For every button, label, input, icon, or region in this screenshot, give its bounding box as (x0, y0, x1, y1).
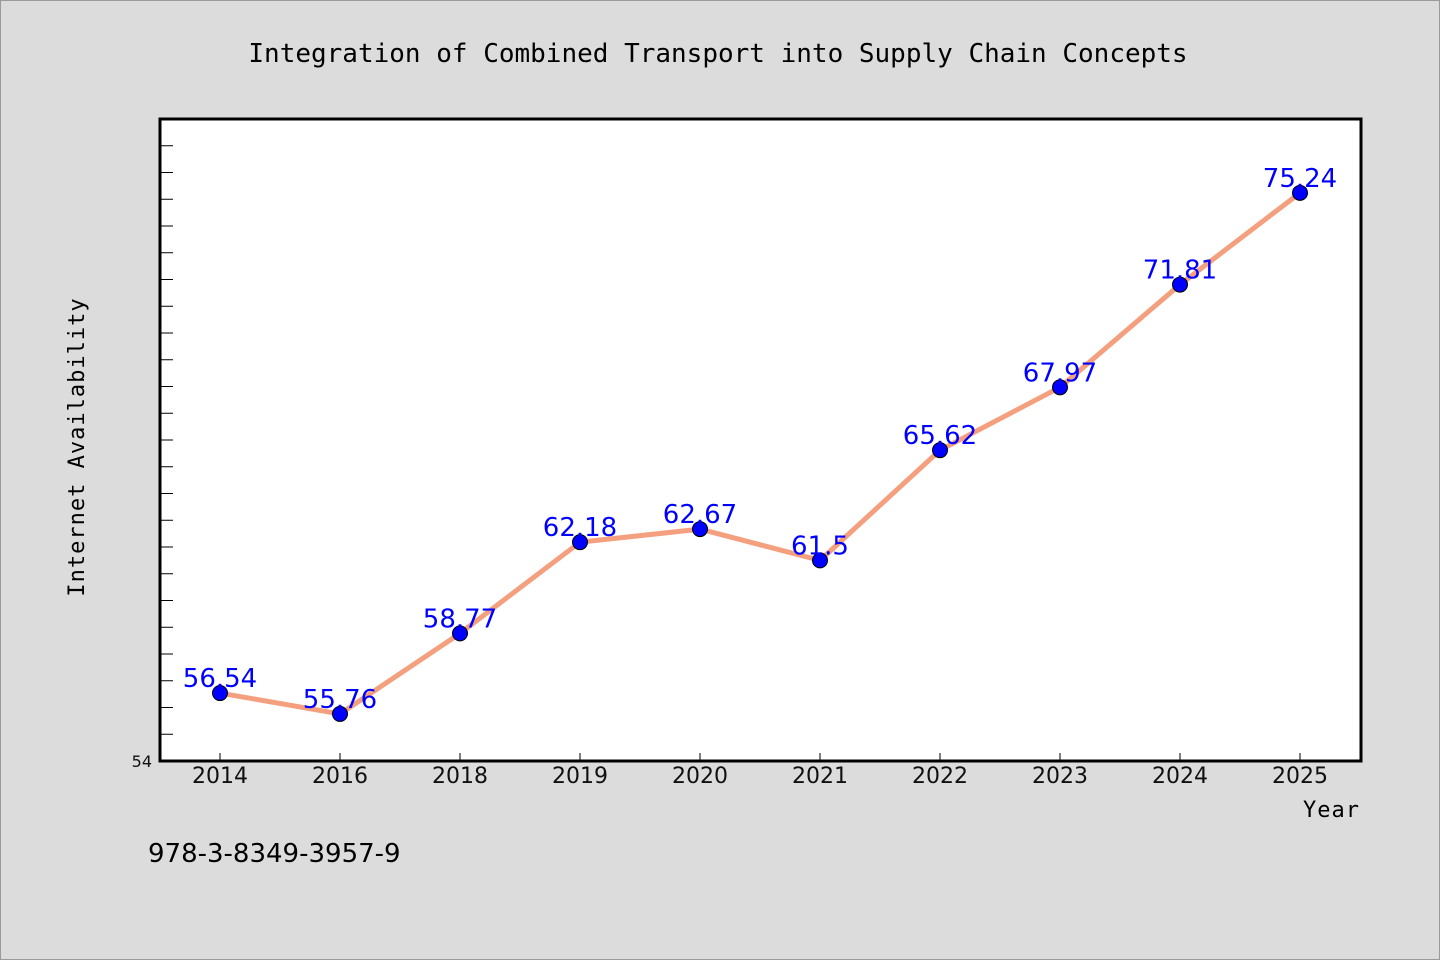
data-label: 75.24 (1263, 164, 1337, 194)
chart-title: Integration of Combined Transport into S… (248, 39, 1187, 69)
data-point (1172, 276, 1188, 293)
x-tick-label: 2020 (672, 764, 728, 789)
x-tick-label: 2021 (792, 764, 848, 789)
data-label: 58.77 (423, 604, 497, 634)
x-tick-label: 2018 (432, 764, 488, 789)
data-label: 55.76 (303, 685, 377, 715)
y-axis-ticks: 54 (132, 145, 173, 771)
y-tick-label: 54 (132, 752, 152, 771)
data-label: 65.62 (903, 421, 977, 451)
data-point (452, 625, 468, 642)
data-point (812, 552, 828, 569)
x-tick-label: 2016 (312, 764, 368, 789)
data-point (1052, 379, 1068, 396)
data-point (1292, 184, 1308, 201)
series-group (212, 184, 1308, 722)
series-line (217, 190, 1303, 717)
plot-area (158, 117, 1363, 763)
data-point (212, 685, 228, 702)
data-labels: 56.54 55.76 58.77 62.18 62.67 61.5 65.62 67.97 7… (183, 164, 1337, 715)
data-point (572, 534, 588, 551)
data-label: 56.54 (183, 664, 257, 694)
x-axis-label: Year (1303, 798, 1360, 823)
data-point (692, 521, 708, 538)
data-point (332, 705, 348, 722)
footer-isbn: 978-3-8349-3957-9 (148, 839, 401, 869)
x-tick-label: 2019 (552, 764, 608, 789)
data-label: 62.67 (663, 500, 737, 530)
x-tick-label: 2022 (912, 764, 968, 789)
x-tick-label: 2014 (192, 764, 248, 789)
data-label: 61.5 (791, 531, 849, 561)
data-label: 62.18 (543, 513, 617, 543)
x-tick-label: 2023 (1032, 764, 1088, 789)
data-label: 71.81 (1143, 256, 1217, 286)
x-tick-label: 2025 (1272, 764, 1328, 789)
data-point (932, 442, 948, 459)
data-label: 67.97 (1023, 358, 1097, 388)
x-axis-ticks: 2014 2016 2018 2019 2020 2021 2022 2023 2024 2025 (192, 753, 1328, 789)
y-axis-label: Internet Availability (65, 297, 90, 596)
x-tick-label: 2024 (1152, 764, 1208, 789)
